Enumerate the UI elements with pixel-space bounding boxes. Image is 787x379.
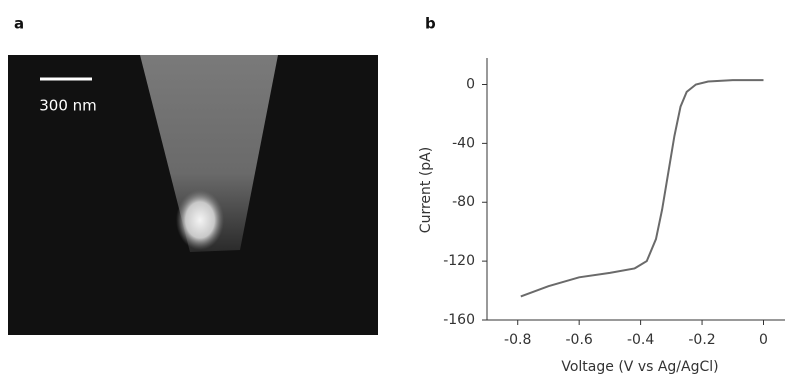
x-tick-label: 0 bbox=[759, 332, 768, 348]
y-tick-label: -80 bbox=[452, 194, 475, 210]
x-tick-label: -0.2 bbox=[688, 332, 715, 348]
y-axis-title: Current (pA) bbox=[418, 147, 434, 233]
panel-label: b bbox=[425, 15, 436, 33]
y-tick-label: -160 bbox=[443, 312, 475, 328]
x-tick-label: -0.6 bbox=[566, 332, 593, 348]
y-tick-label: -40 bbox=[452, 135, 475, 151]
scale-bar-label: 300 nm bbox=[39, 97, 97, 115]
y-tick-label: -120 bbox=[443, 253, 475, 269]
x-tick-label: -0.8 bbox=[504, 332, 531, 348]
x-tick-label: -0.4 bbox=[627, 332, 654, 348]
y-tick-label: 0 bbox=[466, 76, 475, 92]
micrograph: 300 nm bbox=[8, 55, 378, 335]
x-axis-title: Voltage (V vs Ag/AgCl) bbox=[561, 359, 718, 375]
data-line bbox=[520, 79, 764, 298]
panel-label: a bbox=[14, 15, 24, 33]
